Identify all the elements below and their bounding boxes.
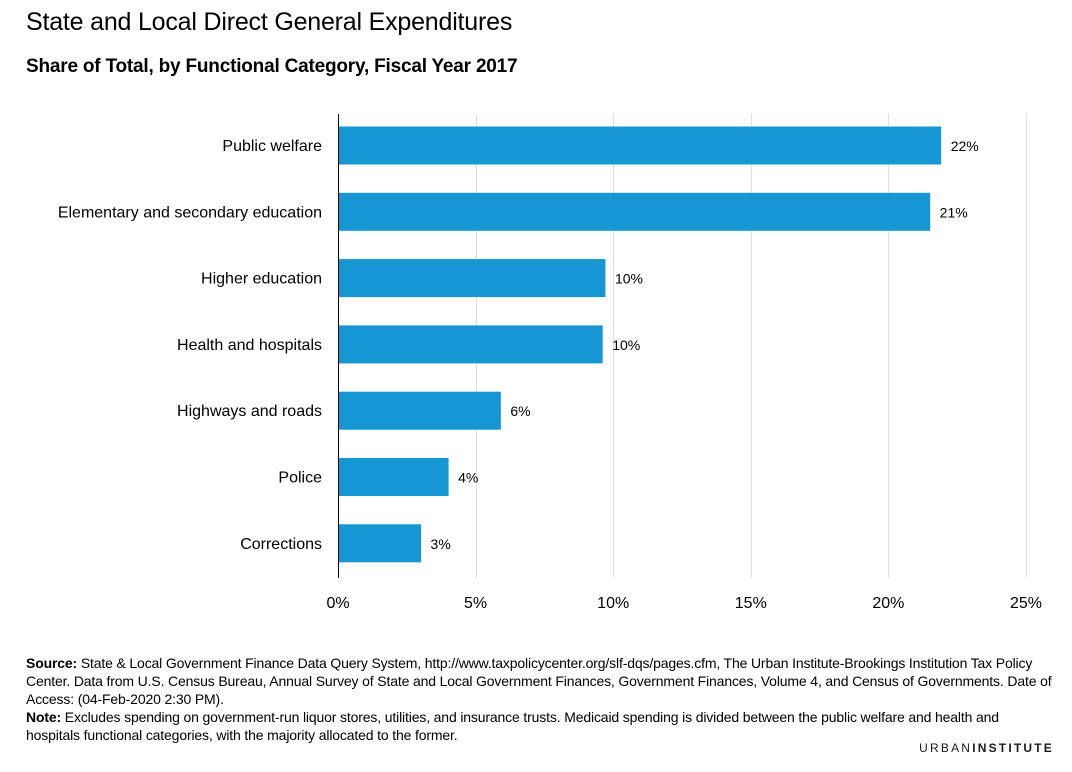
chart-title: State and Local Direct General Expenditu… [26,8,513,36]
source-note: Source: State & Local Government Finance… [26,654,1056,708]
note-label: Note: [26,709,62,725]
bar-chart: Public welfare Elementary and secondary e… [58,114,1042,612]
category-label: Corrections [240,536,322,553]
bar-police [338,458,449,496]
chart-subtitle: Share of Total, by Functional Category, … [26,56,518,77]
bar-highways-and-roads [338,391,501,430]
x-tick-labels: 0% 5% 10% 15% 20% 25% [326,595,1042,612]
note-text: Excludes spending on government-run liqu… [26,709,999,743]
bar-public-welfare [338,126,942,165]
bar-corrections [338,524,422,563]
bar-health-and-hospitals [338,325,603,364]
category-label: Highways and roads [177,403,322,420]
data-label: 10% [615,271,643,287]
category-label: Public welfare [222,138,322,155]
source-label: Source: [26,655,78,671]
data-label: 10% [612,337,640,353]
data-label: 22% [951,138,979,154]
bars [338,126,942,563]
category-label: Police [278,470,322,487]
x-tick-label: 20% [872,595,904,612]
x-tick-label: 15% [735,595,767,612]
bar-higher-education [338,259,606,298]
data-label: 21% [940,204,968,220]
source-text: State & Local Government Finance Data Qu… [26,655,1052,707]
x-tick-label: 10% [597,595,629,612]
category-labels: Public welfare Elementary and secondary e… [58,138,322,553]
brand-part2: INSTITUTE [972,741,1054,755]
data-labels: 22% 21% 10% 10% 6% 4% 3% [431,138,979,552]
brand-part1: URBAN [919,741,973,755]
x-tick-label: 5% [464,595,487,612]
x-tick-label: 0% [326,595,349,612]
urban-institute-logo: URBANINSTITUTE [919,741,1054,755]
x-tick-label: 25% [1010,595,1042,612]
data-label: 6% [510,403,530,419]
category-label: Higher education [201,271,322,288]
chart-notes: Source: State & Local Government Finance… [26,654,1056,744]
bar-elementary-and-secondary-education [338,192,931,231]
footnote: Note: Excludes spending on government-ru… [26,708,1056,744]
data-label: 4% [458,470,478,486]
category-label: Elementary and secondary education [58,204,322,221]
category-label: Health and hospitals [177,337,322,354]
data-label: 3% [431,536,451,552]
